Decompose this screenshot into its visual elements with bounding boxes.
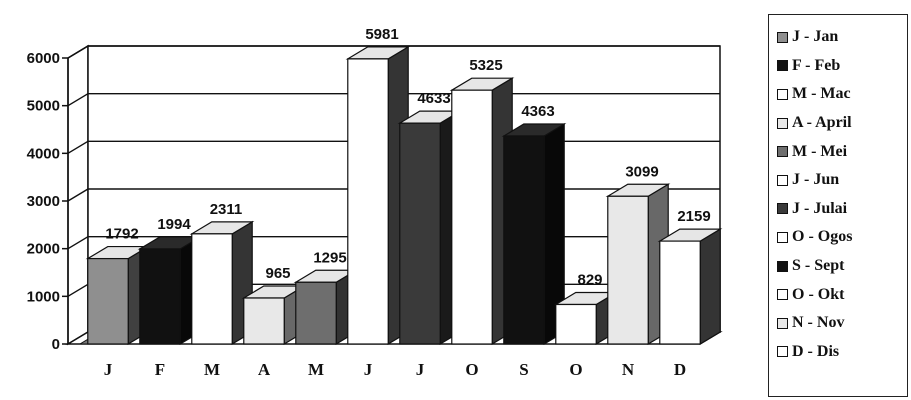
data-label: 2159 bbox=[677, 208, 710, 225]
legend-swatch bbox=[777, 317, 788, 329]
legend-item: O - Okt bbox=[777, 280, 907, 309]
bar-chart: 0 1000 2000 3000 4000 5000 6000 1792 J 1994 F 2311 M… bbox=[27, 26, 723, 379]
legend-label: J - Julai bbox=[792, 199, 848, 217]
data-label: 829 bbox=[577, 271, 602, 288]
y-tick-label: 0 bbox=[52, 336, 60, 353]
legend-swatch bbox=[777, 289, 788, 301]
data-label: 965 bbox=[265, 265, 290, 282]
legend-label: J - Jun bbox=[792, 171, 840, 189]
data-label: 5325 bbox=[469, 57, 502, 74]
data-label: 2311 bbox=[210, 201, 243, 218]
gridline bbox=[67, 45, 720, 59]
legend-item: N - Nov bbox=[777, 309, 907, 338]
data-label: 4363 bbox=[521, 103, 554, 120]
legend-label: A - April bbox=[792, 114, 852, 132]
y-tick-label: 3000 bbox=[27, 193, 60, 210]
y-tick-label: 1000 bbox=[27, 288, 60, 305]
legend-item: F - Feb bbox=[777, 52, 907, 81]
legend-item: J - Julai bbox=[777, 195, 907, 224]
data-label: 1295 bbox=[313, 249, 346, 266]
bar bbox=[347, 58, 389, 345]
bar bbox=[243, 297, 285, 345]
legend-item: A - April bbox=[777, 109, 907, 138]
data-label: 1994 bbox=[157, 216, 191, 233]
legend-item: J - Jun bbox=[777, 166, 907, 195]
data-label: 1792 bbox=[105, 226, 138, 243]
legend-swatch bbox=[777, 346, 788, 358]
legend-item: O - Ogos bbox=[777, 223, 907, 252]
legend-label: F - Feb bbox=[792, 56, 841, 74]
category-label: M bbox=[204, 360, 220, 379]
legend-label: N - Nov bbox=[792, 314, 845, 332]
bar bbox=[295, 281, 337, 345]
bar bbox=[659, 240, 701, 345]
bar bbox=[191, 233, 233, 345]
legend-item: J - Jan bbox=[777, 23, 907, 52]
data-label: 3099 bbox=[625, 163, 658, 180]
category-label: O bbox=[569, 360, 582, 379]
category-label: F bbox=[155, 360, 165, 379]
legend-item: M - Mei bbox=[777, 137, 907, 166]
legend-label: S - Sept bbox=[792, 257, 845, 275]
category-label: J bbox=[104, 360, 113, 379]
legend-swatch bbox=[777, 260, 788, 272]
legend-item: M - Mac bbox=[777, 80, 907, 109]
legend-swatch bbox=[777, 60, 788, 72]
legend-item: D - Dis bbox=[777, 338, 907, 367]
category-label: J bbox=[364, 360, 373, 379]
y-tick-label: 2000 bbox=[27, 241, 60, 258]
y-tick-label: 5000 bbox=[27, 98, 60, 115]
legend-swatch bbox=[777, 88, 788, 100]
y-tick-label: 4000 bbox=[27, 145, 60, 162]
legend-swatch bbox=[777, 117, 788, 129]
chart-legend: J - Jan F - Feb M - Mac A - April M - Mei J -… bbox=[768, 14, 908, 397]
legend-swatch bbox=[777, 203, 788, 215]
category-label: S bbox=[519, 360, 528, 379]
legend-swatch bbox=[777, 231, 788, 243]
bar bbox=[451, 89, 493, 345]
y-tick-label: 6000 bbox=[27, 50, 60, 67]
legend-item: S - Sept bbox=[777, 252, 907, 281]
category-label: A bbox=[258, 360, 271, 379]
bar bbox=[139, 248, 181, 345]
category-label: N bbox=[622, 360, 635, 379]
legend-label: M - Mei bbox=[792, 142, 848, 160]
data-label: 5981 bbox=[365, 26, 398, 43]
bar bbox=[607, 195, 649, 345]
bar-side bbox=[699, 228, 721, 346]
legend-label: M - Mac bbox=[792, 85, 851, 103]
bar bbox=[503, 135, 545, 345]
legend-label: D - Dis bbox=[792, 342, 840, 360]
legend-label: J - Jan bbox=[792, 28, 839, 46]
data-label: 4633 bbox=[417, 90, 450, 107]
legend-swatch bbox=[777, 146, 788, 158]
legend-label: O - Ogos bbox=[792, 228, 853, 246]
bar bbox=[87, 257, 129, 345]
legend-swatch bbox=[777, 31, 788, 43]
legend-label: O - Okt bbox=[792, 285, 845, 303]
category-label: J bbox=[416, 360, 425, 379]
category-label: M bbox=[308, 360, 324, 379]
category-label: O bbox=[465, 360, 478, 379]
bar bbox=[555, 303, 597, 345]
bar bbox=[399, 122, 441, 345]
category-label: D bbox=[674, 360, 686, 379]
legend-swatch bbox=[777, 174, 788, 186]
chart-area: 0 1000 2000 3000 4000 5000 6000 1792 J 1994 F 2311 M… bbox=[27, 26, 723, 379]
